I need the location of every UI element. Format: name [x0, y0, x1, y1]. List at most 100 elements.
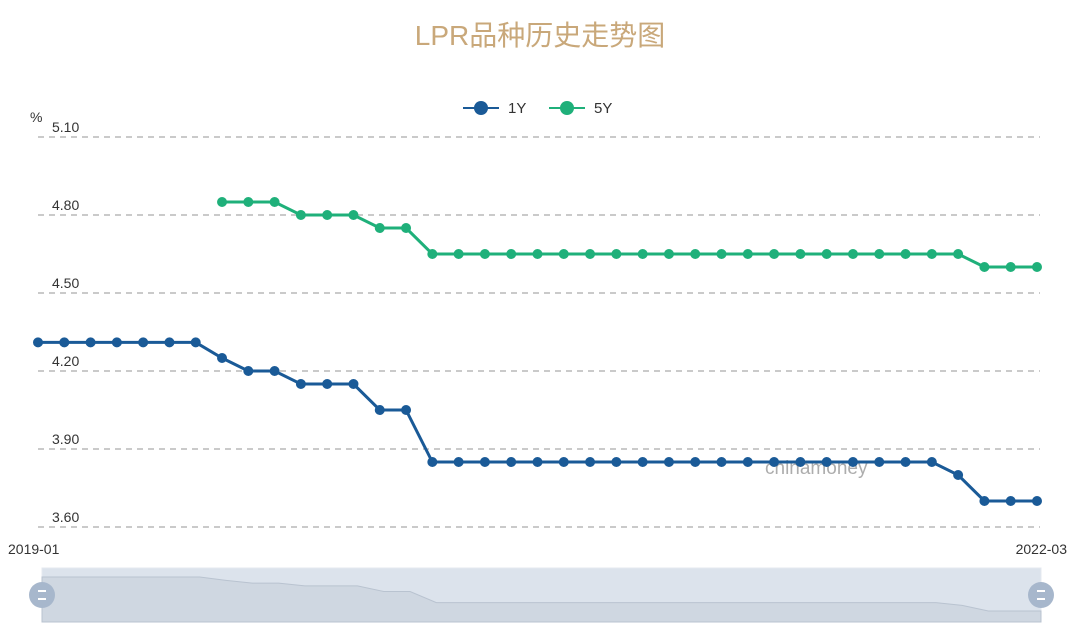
data-point-1Y[interactable]: [847, 457, 858, 467]
y-tick-label: 3.90: [52, 431, 79, 447]
data-point-5Y[interactable]: [1032, 262, 1042, 272]
data-point-5Y[interactable]: [348, 210, 359, 220]
grip-icon: [1037, 590, 1045, 592]
data-point-1Y[interactable]: [164, 337, 175, 348]
data-point-5Y[interactable]: [821, 249, 832, 259]
data-point-5Y[interactable]: [427, 249, 438, 259]
y-tick-label: 3.60: [52, 509, 79, 525]
data-point-1Y[interactable]: [979, 496, 990, 506]
chart-title: LPR品种历史走势图: [414, 20, 666, 51]
data-point-1Y[interactable]: [821, 457, 832, 467]
data-point-1Y[interactable]: [190, 337, 201, 348]
data-point-1Y[interactable]: [1032, 496, 1042, 506]
data-point-1Y[interactable]: [111, 337, 122, 348]
x-tick-start: 2019-01: [8, 541, 60, 557]
y-tick-label: 4.80: [52, 197, 79, 213]
data-point-5Y[interactable]: [479, 249, 490, 259]
grip-icon: [1037, 598, 1045, 600]
y-axis-label: %: [30, 109, 42, 125]
data-point-5Y[interactable]: [322, 210, 333, 220]
data-point-1Y[interactable]: [138, 337, 149, 348]
data-point-1Y[interactable]: [453, 457, 464, 467]
data-point-1Y[interactable]: [900, 457, 911, 467]
data-point-1Y[interactable]: [874, 457, 885, 467]
data-point-1Y[interactable]: [769, 457, 780, 467]
data-point-5Y[interactable]: [217, 197, 228, 207]
data-point-5Y[interactable]: [847, 249, 858, 259]
data-point-1Y[interactable]: [742, 457, 753, 467]
zoom-preview-area: [41, 576, 1042, 623]
data-point-5Y[interactable]: [1005, 262, 1016, 272]
data-point-1Y[interactable]: [690, 457, 701, 467]
data-point-1Y[interactable]: [269, 366, 280, 376]
data-point-5Y[interactable]: [374, 223, 385, 233]
data-point-1Y[interactable]: [663, 457, 674, 467]
grip-icon: [38, 590, 46, 592]
data-point-1Y[interactable]: [33, 337, 43, 348]
y-tick-label: 5.10: [52, 119, 79, 135]
data-point-5Y[interactable]: [979, 262, 990, 272]
data-point-1Y[interactable]: [243, 366, 254, 376]
data-point-5Y[interactable]: [453, 249, 464, 259]
data-point-1Y[interactable]: [611, 457, 622, 467]
data-point-5Y[interactable]: [585, 249, 596, 259]
data-point-1Y[interactable]: [1005, 496, 1016, 506]
data-point-1Y[interactable]: [348, 379, 359, 389]
data-point-1Y[interactable]: [85, 337, 96, 348]
data-point-1Y[interactable]: [322, 379, 333, 389]
data-point-5Y[interactable]: [637, 249, 648, 259]
data-point-5Y[interactable]: [900, 249, 911, 259]
legend-label: 5Y: [594, 100, 612, 117]
data-point-5Y[interactable]: [269, 197, 280, 207]
legend-item-5Y[interactable]: 5Y: [549, 100, 612, 117]
data-point-1Y[interactable]: [295, 379, 306, 389]
legend-marker: [560, 101, 574, 115]
data-point-5Y[interactable]: [558, 249, 569, 259]
data-point-5Y[interactable]: [874, 249, 885, 259]
data-point-5Y[interactable]: [506, 249, 517, 259]
series-line-5Y: [222, 200, 1037, 269]
handle-knob[interactable]: [1028, 582, 1054, 608]
data-point-1Y[interactable]: [506, 457, 517, 467]
data-point-1Y[interactable]: [374, 405, 385, 415]
data-point-5Y[interactable]: [795, 249, 806, 259]
series-line-1Y: [38, 340, 1037, 503]
handle-knob[interactable]: [29, 582, 55, 608]
legend-marker: [474, 101, 488, 115]
x-tick-end: 2022-03: [1016, 541, 1068, 557]
data-point-1Y[interactable]: [637, 457, 648, 467]
data-point-1Y[interactable]: [217, 353, 228, 363]
data-point-5Y[interactable]: [401, 223, 412, 233]
data-point-5Y[interactable]: [716, 249, 727, 259]
data-point-1Y[interactable]: [585, 457, 596, 467]
data-zoom-slider[interactable]: [29, 567, 1054, 623]
data-point-1Y[interactable]: [953, 470, 964, 480]
data-point-1Y[interactable]: [427, 457, 438, 467]
zoom-handle-end[interactable]: [1028, 582, 1054, 608]
grip-icon: [38, 598, 46, 600]
data-point-5Y[interactable]: [742, 249, 753, 259]
data-point-5Y[interactable]: [295, 210, 306, 220]
legend-item-1Y[interactable]: 1Y: [463, 100, 526, 117]
data-point-1Y[interactable]: [401, 405, 412, 415]
data-point-1Y[interactable]: [558, 457, 569, 467]
data-point-1Y[interactable]: [795, 457, 806, 467]
data-point-1Y[interactable]: [926, 457, 937, 467]
y-tick-label: 4.20: [52, 353, 79, 369]
data-point-5Y[interactable]: [532, 249, 543, 259]
data-point-5Y[interactable]: [690, 249, 701, 259]
data-point-1Y[interactable]: [59, 337, 70, 348]
y-tick-label: 4.50: [52, 275, 79, 291]
zoom-handle-start[interactable]: [29, 582, 55, 608]
data-point-1Y[interactable]: [532, 457, 543, 467]
data-point-5Y[interactable]: [769, 249, 780, 259]
data-point-1Y[interactable]: [716, 457, 727, 467]
data-point-5Y[interactable]: [926, 249, 937, 259]
data-point-5Y[interactable]: [243, 197, 254, 207]
data-point-5Y[interactable]: [611, 249, 622, 259]
data-point-5Y[interactable]: [953, 249, 964, 259]
legend-label: 1Y: [508, 100, 526, 117]
data-point-1Y[interactable]: [479, 457, 490, 467]
data-point-5Y[interactable]: [663, 249, 674, 259]
